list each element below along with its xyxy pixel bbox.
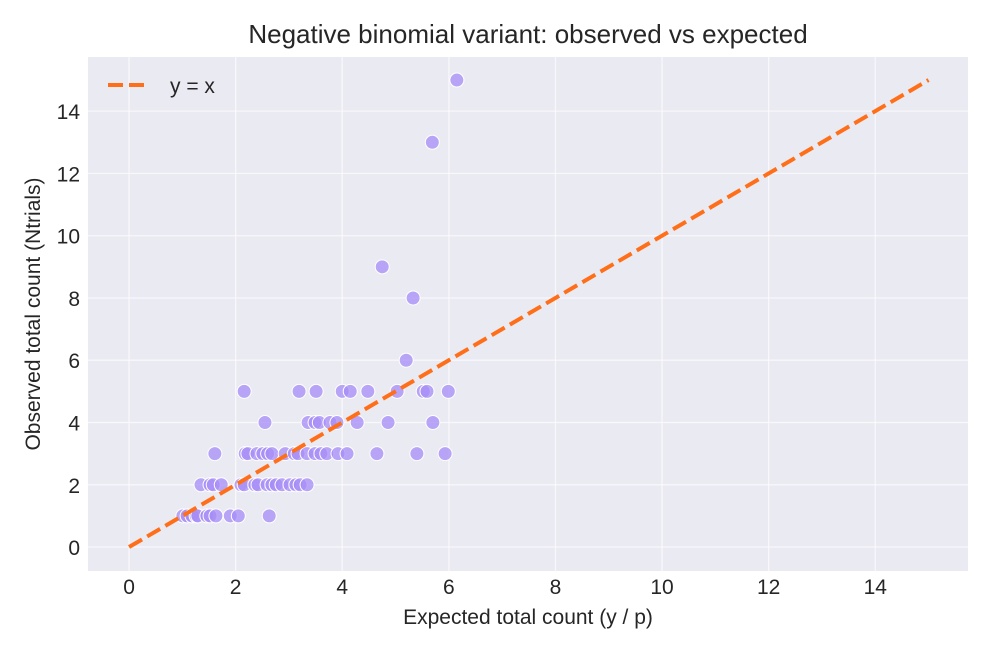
y-tick-label: 6	[68, 350, 80, 373]
x-tick-label: 8	[550, 576, 562, 599]
data-point	[257, 414, 273, 430]
data-point	[437, 446, 453, 462]
legend-label: y = x	[170, 75, 215, 98]
reference-line	[128, 78, 930, 549]
data-point	[425, 414, 441, 430]
data-point	[299, 477, 315, 493]
data-point	[424, 134, 440, 150]
data-point	[380, 414, 396, 430]
grid	[88, 57, 968, 571]
data-point	[230, 508, 246, 524]
tick-labels: 0 2 4 6 8 10 12 14 0 2 4 6 8 10 12 14	[57, 101, 888, 599]
y-tick-label: 8	[68, 288, 80, 311]
data-point	[236, 383, 252, 399]
x-tick-label: 14	[864, 576, 888, 599]
x-tick-label: 10	[650, 576, 673, 599]
data-point	[360, 383, 376, 399]
x-tick-label: 0	[123, 576, 135, 599]
data-point	[409, 446, 425, 462]
data-point	[389, 383, 405, 399]
y-tick-label: 4	[68, 412, 80, 435]
data-point	[440, 383, 456, 399]
chart-title: Negative binomial variant: observed vs e…	[248, 19, 807, 49]
data-point	[291, 383, 307, 399]
legend: y = x	[108, 75, 215, 98]
data-point	[208, 508, 224, 524]
data-point	[342, 383, 358, 399]
data-point	[207, 446, 223, 462]
data-point	[398, 352, 414, 368]
data-point	[308, 383, 324, 399]
y-tick-label: 2	[68, 475, 80, 498]
x-tick-label: 2	[230, 576, 242, 599]
data-point	[449, 72, 465, 88]
y-axis-label: Observed total count (Ntrials)	[22, 177, 45, 450]
y-tick-label: 12	[57, 163, 80, 186]
data-point	[339, 446, 355, 462]
data-point	[419, 383, 435, 399]
y-tick-label: 14	[57, 101, 81, 124]
data-point	[405, 290, 421, 306]
y-tick-label: 10	[57, 226, 80, 249]
x-axis-label: Expected total count (y / p)	[403, 606, 653, 629]
x-tick-label: 6	[443, 576, 455, 599]
data-point	[261, 508, 277, 524]
y-tick-label: 0	[68, 537, 80, 560]
x-tick-label: 12	[757, 576, 780, 599]
data-point	[374, 259, 390, 275]
x-tick-label: 4	[336, 576, 348, 599]
data-point	[369, 446, 385, 462]
